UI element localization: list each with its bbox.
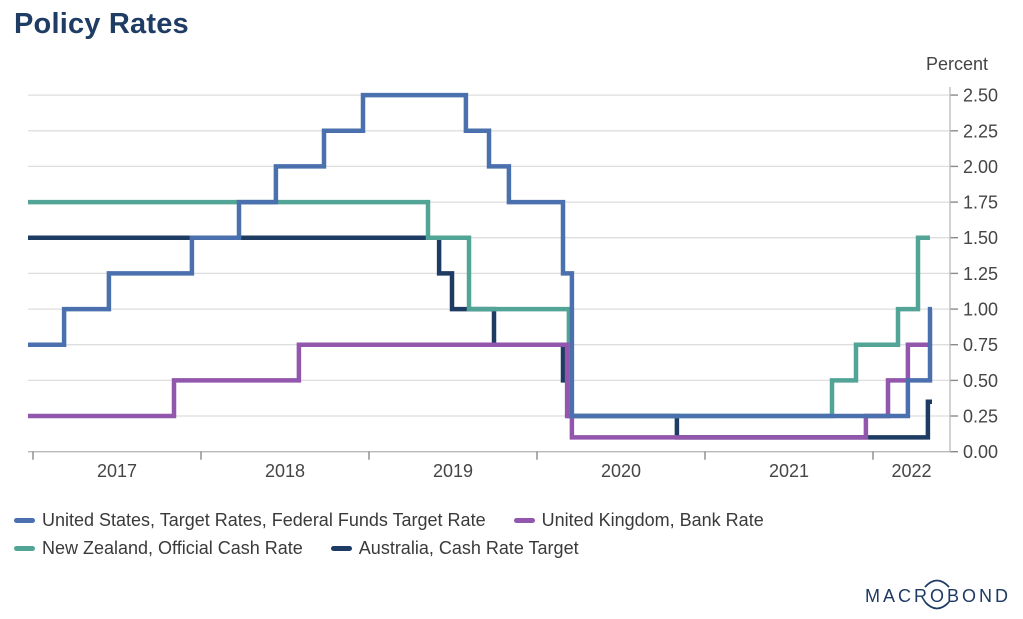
x-tick-label: 2022 <box>891 461 931 481</box>
x-tick-label: 2017 <box>97 461 137 481</box>
legend-label-united-kingdom: United Kingdom, Bank Rate <box>541 509 764 530</box>
series-line <box>28 92 933 419</box>
y-tick-label: 0.00 <box>963 442 998 462</box>
x-tick-label: 2018 <box>265 461 305 481</box>
y-tick-label: 1.25 <box>963 264 998 284</box>
us-series-swatch-icon <box>14 517 35 523</box>
au-series-swatch-icon <box>330 545 352 551</box>
logo-o-with-arcs: O <box>924 579 950 610</box>
x-tick-label: 2021 <box>769 461 809 481</box>
macrobond-logo: MACR O BOND <box>864 579 1011 610</box>
legend-label-australia: Australia, Cash Rate Target <box>358 537 579 558</box>
legend-item-united-kingdom: United Kingdom, Bank Rate <box>513 509 764 531</box>
legend-label-united-states: United States, Target Rates, Federal Fun… <box>42 509 486 530</box>
legend-item-new-zealand: New Zealand, Official Cash Rate <box>14 538 303 559</box>
y-tick-label: 0.50 <box>963 371 998 391</box>
y-tick-label: 0.75 <box>963 335 998 355</box>
legend-item-united-states: United States, Target Rates, Federal Fun… <box>14 510 486 531</box>
x-tick-label: 2019 <box>433 461 473 481</box>
series-line <box>28 342 930 440</box>
logo-text-pre: MACR <box>864 586 930 606</box>
uk-series-swatch-icon <box>513 517 535 523</box>
logo-text-o: O <box>929 586 947 606</box>
logo-arc-top-icon <box>924 579 950 588</box>
page-title: Policy Rates <box>14 8 189 40</box>
legend-row-1: United States, Target Rates, Federal Fun… <box>14 506 792 534</box>
series-line <box>28 199 930 419</box>
legend-item-australia: Australia, Cash Rate Target <box>330 537 579 559</box>
y-tick-label: 2.25 <box>963 121 998 141</box>
legend-row-2: New Zealand, Official Cash Rate Australi… <box>14 534 792 562</box>
y-tick-label: 1.50 <box>963 228 998 248</box>
legend-label-new-zealand: New Zealand, Official Cash Rate <box>42 537 303 558</box>
y-axis-unit-label: Percent <box>925 54 988 74</box>
series-line <box>28 235 932 440</box>
nz-series-swatch-icon <box>14 545 35 551</box>
y-tick-label: 1.00 <box>963 300 998 320</box>
x-tick-label: 2020 <box>601 461 641 481</box>
logo-arc-bottom-icon <box>924 601 950 610</box>
y-tick-label: 1.75 <box>963 193 998 213</box>
logo-text-post: BOND <box>946 586 1011 606</box>
y-tick-label: 2.50 <box>963 86 998 106</box>
y-tick-label: 0.25 <box>963 407 998 427</box>
y-tick-label: 2.00 <box>963 157 998 177</box>
legend: United States, Target Rates, Federal Fun… <box>14 506 792 562</box>
